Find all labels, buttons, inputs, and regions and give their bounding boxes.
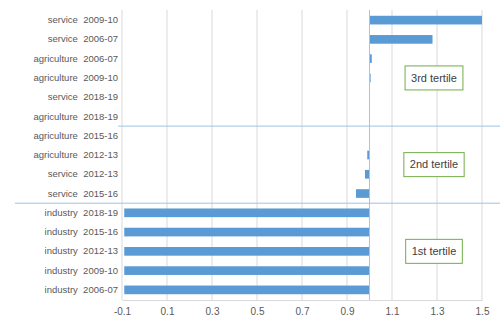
x-tick: 0.7 (296, 300, 310, 317)
annotation-text: 3rd tertile (411, 72, 457, 84)
y-tick: industry 2009-10 (45, 265, 122, 276)
bar (124, 247, 369, 256)
grid-line (167, 10, 168, 300)
grid-line (257, 10, 258, 300)
annotation-box (404, 153, 464, 177)
bar (124, 286, 369, 295)
y-tick: industry 2006-07 (45, 284, 122, 295)
category-label: agriculture 2009-10 (34, 72, 119, 83)
grid (122, 10, 482, 300)
x-tick: 1.5 (476, 300, 490, 317)
category-label: agriculture 2015-16 (34, 130, 119, 141)
annotation-box (405, 66, 463, 90)
category-label: service 2006-07 (48, 33, 118, 44)
annotation: 3rd tertile (405, 66, 463, 90)
x-tick: 0.9 (341, 300, 355, 317)
x-tick-label: 0.1 (161, 306, 175, 317)
chart: -0.1 0.1 0.3 0.5 0.7 0.9 1.1 1.3 1.5 service 2009… (0, 0, 500, 327)
bars (124, 16, 482, 294)
category-label: service 2015-16 (48, 188, 118, 199)
y-tick: agriculture 2012-13 (34, 149, 123, 160)
category-label: industry 2012-13 (45, 245, 118, 256)
annotation-text: 2nd tertile (410, 158, 458, 170)
category-label: industry 2009-10 (45, 265, 118, 276)
grid-line (302, 10, 303, 300)
x-tick: 0.3 (206, 300, 220, 317)
category-label: service 2018-19 (48, 91, 118, 102)
annotation-box (406, 239, 463, 263)
category-label: service 2012-13 (48, 168, 118, 179)
annotation-text: 1st tertile (412, 245, 457, 257)
y-tick: agriculture 2006-07 (34, 53, 123, 64)
y-tick: service 2006-07 (48, 33, 122, 44)
baseline-axis (369, 10, 370, 300)
category-label: industry 2006-07 (45, 284, 118, 295)
bar (365, 170, 370, 179)
y-tick: service 2012-13 (48, 168, 122, 179)
x-tick: 1.3 (431, 300, 445, 317)
x-tick-label: 0.5 (251, 306, 265, 317)
y-tick: industry 2012-13 (45, 245, 122, 256)
category-label: agriculture 2018-19 (34, 111, 119, 122)
bar (124, 228, 369, 237)
x-tick: 1.1 (386, 300, 400, 317)
plot: -0.1 0.1 0.3 0.5 0.7 0.9 1.1 1.3 1.5 service 2009… (15, 10, 500, 317)
bar (356, 189, 370, 198)
annotation: 1st tertile (406, 239, 463, 263)
y-tick: service 2018-19 (48, 91, 122, 102)
y-tick: agriculture 2015-16 (34, 130, 123, 141)
x-tick-label: 0.9 (341, 306, 355, 317)
grid-line (122, 10, 123, 300)
grid-line (212, 10, 213, 300)
y-tick: agriculture 2018-19 (34, 111, 123, 122)
grid-line (482, 10, 483, 300)
x-tick: 0.1 (161, 300, 175, 317)
category-label: industry 2018-19 (45, 207, 118, 218)
bar (124, 208, 369, 217)
y-tick: agriculture 2009-10 (34, 72, 123, 83)
x-tick-label: 1.5 (476, 306, 490, 317)
category-label: service 2009-10 (48, 14, 118, 25)
grid-line (392, 10, 393, 300)
separator (15, 203, 500, 204)
annotation: 2nd tertile (404, 153, 464, 177)
y-axis: service 2009-10 service 2006-07 agricultur… (34, 11, 123, 301)
x-tick-label: 1.1 (386, 306, 400, 317)
x-tick-label: 0.3 (206, 306, 220, 317)
x-tick-label: -0.1 (114, 306, 132, 317)
bar (370, 16, 483, 25)
x-axis-line (123, 300, 483, 301)
x-tick: -0.1 (114, 300, 132, 317)
y-tick: service 2015-16 (48, 188, 122, 199)
x-axis: -0.1 0.1 0.3 0.5 0.7 0.9 1.1 1.3 1.5 (114, 300, 490, 317)
category-label: industry 2015-16 (45, 226, 118, 237)
separator (118, 126, 500, 127)
y-tick: industry 2018-19 (45, 207, 122, 218)
x-tick-label: 0.7 (296, 306, 310, 317)
y-axis-line (122, 11, 123, 301)
y-tick: industry 2015-16 (45, 226, 122, 237)
bar (124, 266, 369, 275)
category-label: agriculture 2012-13 (34, 149, 119, 160)
x-tick: 0.5 (251, 300, 265, 317)
x-tick-label: 1.3 (431, 306, 445, 317)
grid-line (347, 10, 348, 300)
category-label: agriculture 2006-07 (34, 53, 119, 64)
bar (370, 35, 433, 44)
y-tick: service 2009-10 (48, 14, 122, 25)
